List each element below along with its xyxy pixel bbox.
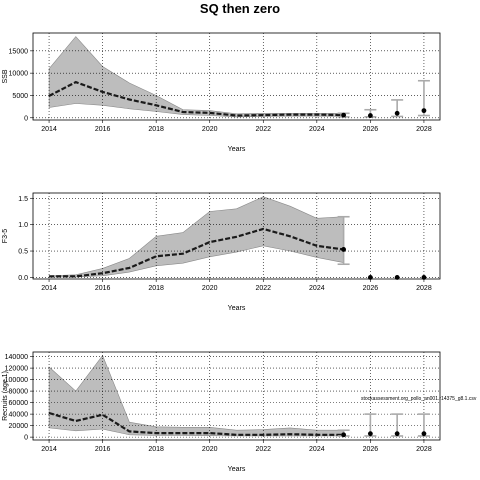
y-tick-label: 0.0: [18, 275, 28, 282]
panel-2: 2014 2016 2018 2020 2022 2024 2026 2028 0.0 0.5 1.…: [2, 192, 441, 312]
x-tick-label: 2022: [255, 126, 271, 133]
y-tick-label: 140000: [5, 354, 28, 361]
median-line: [49, 227, 344, 278]
median-line: [48, 80, 344, 117]
panels: 2014 2016 2018 2020 2022 2024 2026 2028 0 5000 100…: [2, 32, 441, 473]
y-tick-label: 0.5: [18, 249, 28, 256]
x-tick-label: 2028: [416, 126, 432, 133]
x-tick-label: 2022: [255, 446, 271, 453]
projection-point: [367, 113, 373, 118]
x-tick-label: 2028: [416, 446, 432, 453]
x-tick-label: 2022: [255, 285, 271, 292]
x-tick-label: 2028: [416, 285, 432, 292]
confidence-band: [48, 36, 344, 118]
y-tick-label: 80000: [9, 389, 29, 396]
x-tick-label: 2018: [148, 126, 164, 133]
x-tick-label: 2016: [95, 126, 111, 133]
projection-point: [341, 432, 347, 438]
x-tick-label: 2014: [41, 446, 57, 453]
x-tick-label: 2016: [95, 446, 111, 453]
projection-point: [394, 431, 400, 437]
confidence-band: [48, 196, 344, 278]
y-tick-label: 1.5: [18, 196, 28, 203]
y-tick-label: 40000: [9, 412, 29, 419]
annotation-text: stockassessment.org_pollo_an001.r14375_g…: [361, 396, 477, 402]
y-tick-label: 100000: [5, 377, 28, 384]
plot-frame: [32, 351, 441, 441]
y-axis-label: F3-5: [2, 229, 9, 244]
projection-point: [421, 108, 427, 114]
y-tick-label: 1.0: [18, 222, 28, 229]
plot-frame: [32, 32, 441, 121]
confidence-band: [48, 354, 344, 437]
x-tick-label: 2014: [41, 285, 57, 292]
panel-1: 2014 2016 2018 2020 2022 2024 2026 2028 0 5000 100…: [2, 32, 441, 153]
x-axis-label: Years: [228, 305, 246, 312]
x-tick-label: 2026: [363, 446, 379, 453]
panel-3: 2014 2016 2018 2020 2022 2024 2026 2028 0 20000 40…: [2, 351, 441, 473]
y-tick-label: 60000: [9, 400, 29, 407]
x-axis-label: Years: [228, 146, 246, 153]
y-tick-label: 0: [24, 115, 28, 122]
y-tick-label: 5000: [12, 93, 28, 100]
median-line: [48, 411, 344, 436]
x-tick-label: 2018: [148, 285, 164, 292]
y-tick-label: 10000: [9, 71, 29, 78]
x-tick-label: 2020: [202, 126, 218, 133]
x-tick-label: 2020: [202, 285, 218, 292]
projection-point: [341, 247, 347, 252]
x-tick-label: 2014: [41, 126, 57, 133]
x-tick-label: 2026: [363, 126, 379, 133]
x-tick-label: 2024: [309, 446, 325, 453]
y-tick-label: 15000: [9, 48, 29, 55]
x-axis-label: Years: [228, 466, 246, 473]
x-tick-label: 2020: [202, 446, 218, 453]
projection-point: [341, 112, 347, 118]
y-axis-label: SSB: [2, 69, 9, 83]
y-axis-label: Recruits (age 1): [2, 371, 9, 421]
x-tick-label: 2026: [363, 285, 379, 292]
x-tick-label: 2016: [95, 285, 111, 292]
chart-title: SQ then zero: [200, 1, 280, 16]
x-tick-label: 2024: [309, 285, 325, 292]
projection-point: [367, 431, 373, 437]
y-tick-label: 0: [24, 435, 28, 442]
projection-point: [421, 431, 427, 437]
y-tick-label: 120000: [5, 366, 28, 373]
y-tick-label: 20000: [9, 423, 29, 430]
x-tick-label: 2018: [148, 446, 164, 453]
projection-point: [394, 110, 400, 116]
x-tick-label: 2024: [309, 126, 325, 133]
plot-frame: [32, 192, 441, 280]
